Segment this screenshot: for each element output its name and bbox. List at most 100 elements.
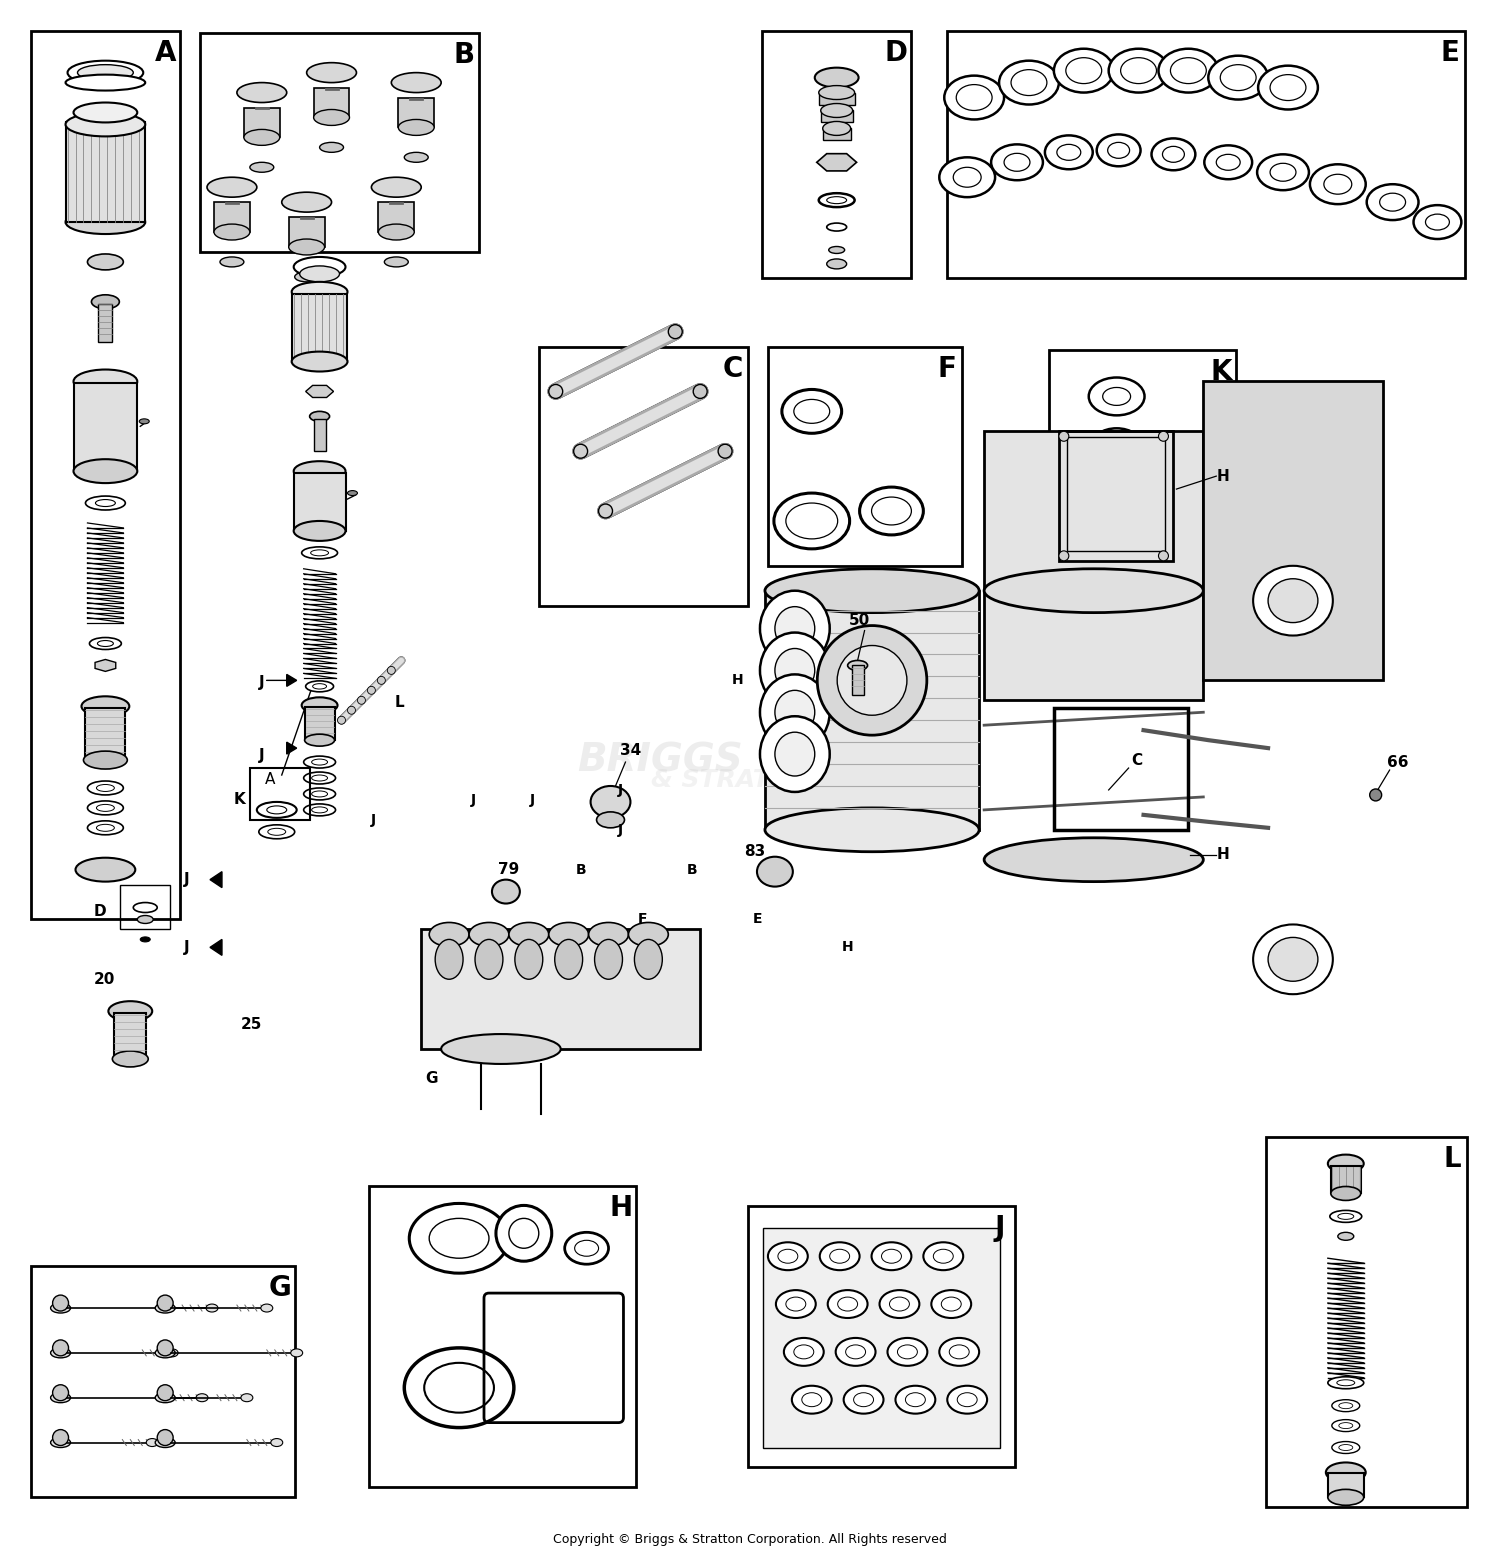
Ellipse shape (776, 649, 814, 693)
Ellipse shape (294, 271, 318, 282)
Ellipse shape (828, 246, 844, 253)
Ellipse shape (300, 265, 339, 282)
Ellipse shape (1332, 1399, 1359, 1412)
Ellipse shape (549, 922, 588, 947)
Ellipse shape (312, 807, 327, 813)
Ellipse shape (399, 120, 433, 136)
Bar (819, 92, 855, 105)
Ellipse shape (768, 1242, 808, 1270)
Text: E: E (1442, 39, 1460, 67)
Bar (748, 1206, 1016, 1468)
Ellipse shape (1108, 48, 1168, 92)
Polygon shape (92, 256, 120, 268)
Polygon shape (210, 872, 222, 888)
Ellipse shape (220, 257, 245, 267)
Ellipse shape (794, 399, 830, 423)
Ellipse shape (87, 254, 123, 270)
Ellipse shape (758, 856, 794, 886)
Ellipse shape (476, 939, 502, 980)
Ellipse shape (1162, 147, 1185, 162)
Text: C: C (1131, 752, 1142, 768)
Ellipse shape (948, 1385, 987, 1413)
Ellipse shape (782, 390, 842, 434)
Ellipse shape (66, 75, 146, 90)
Ellipse shape (492, 880, 520, 903)
Ellipse shape (1413, 204, 1461, 239)
Ellipse shape (312, 683, 327, 690)
Ellipse shape (267, 807, 286, 814)
Ellipse shape (1330, 1187, 1360, 1201)
Ellipse shape (108, 1002, 152, 1022)
Ellipse shape (348, 490, 357, 496)
Ellipse shape (1324, 175, 1352, 193)
Bar (984, 431, 1203, 700)
Bar (765, 591, 980, 830)
Ellipse shape (1058, 145, 1082, 161)
Ellipse shape (939, 1338, 980, 1367)
Ellipse shape (496, 1206, 552, 1260)
Ellipse shape (776, 607, 814, 651)
Ellipse shape (306, 62, 357, 83)
Text: J: J (260, 675, 264, 690)
Text: B: B (687, 863, 698, 877)
Ellipse shape (896, 1385, 936, 1413)
Text: F: F (938, 354, 957, 382)
Ellipse shape (897, 1345, 918, 1359)
Polygon shape (210, 939, 222, 955)
Text: 79: 79 (498, 863, 519, 877)
Ellipse shape (942, 1296, 962, 1310)
Ellipse shape (74, 103, 138, 122)
Ellipse shape (357, 696, 366, 704)
Ellipse shape (268, 828, 285, 835)
Text: J: J (370, 813, 376, 827)
Ellipse shape (776, 691, 814, 735)
Bar (399, 98, 433, 128)
Ellipse shape (939, 158, 994, 197)
Ellipse shape (774, 493, 849, 549)
Ellipse shape (74, 459, 138, 484)
Ellipse shape (1425, 214, 1449, 229)
Bar (66, 122, 146, 222)
Ellipse shape (87, 782, 123, 796)
Ellipse shape (574, 1240, 598, 1256)
Ellipse shape (1090, 429, 1143, 465)
Ellipse shape (1330, 1211, 1362, 1223)
Ellipse shape (718, 445, 732, 459)
Ellipse shape (96, 785, 114, 791)
Ellipse shape (776, 1290, 816, 1318)
Ellipse shape (53, 1429, 69, 1446)
Ellipse shape (410, 1203, 509, 1273)
Ellipse shape (338, 716, 345, 724)
Ellipse shape (1158, 551, 1168, 560)
Text: J: J (471, 792, 476, 807)
Ellipse shape (75, 858, 135, 881)
Bar (1330, 1165, 1360, 1193)
Text: Copyright © Briggs & Stratton Corporation. All Rights reserved: Copyright © Briggs & Stratton Corporatio… (554, 1532, 946, 1546)
Text: J: J (618, 822, 622, 836)
Text: J: J (260, 747, 264, 763)
Ellipse shape (1252, 566, 1334, 635)
Bar (251, 768, 309, 821)
Ellipse shape (760, 591, 830, 666)
Ellipse shape (92, 295, 120, 309)
Text: E: E (753, 913, 762, 927)
Ellipse shape (597, 811, 624, 828)
Ellipse shape (827, 197, 846, 204)
Ellipse shape (836, 1338, 876, 1367)
Ellipse shape (821, 103, 852, 117)
Ellipse shape (251, 162, 274, 172)
Ellipse shape (90, 638, 122, 649)
Bar (114, 1012, 146, 1059)
Ellipse shape (294, 462, 345, 480)
Ellipse shape (1370, 789, 1382, 800)
Ellipse shape (871, 498, 912, 526)
Ellipse shape (822, 122, 850, 136)
Ellipse shape (984, 569, 1203, 613)
Ellipse shape (760, 674, 830, 750)
Ellipse shape (1257, 154, 1310, 190)
Ellipse shape (306, 680, 333, 691)
Ellipse shape (1089, 378, 1144, 415)
Ellipse shape (1170, 58, 1206, 84)
Ellipse shape (303, 788, 336, 800)
Text: & STRATTON: & STRATTON (651, 768, 830, 792)
